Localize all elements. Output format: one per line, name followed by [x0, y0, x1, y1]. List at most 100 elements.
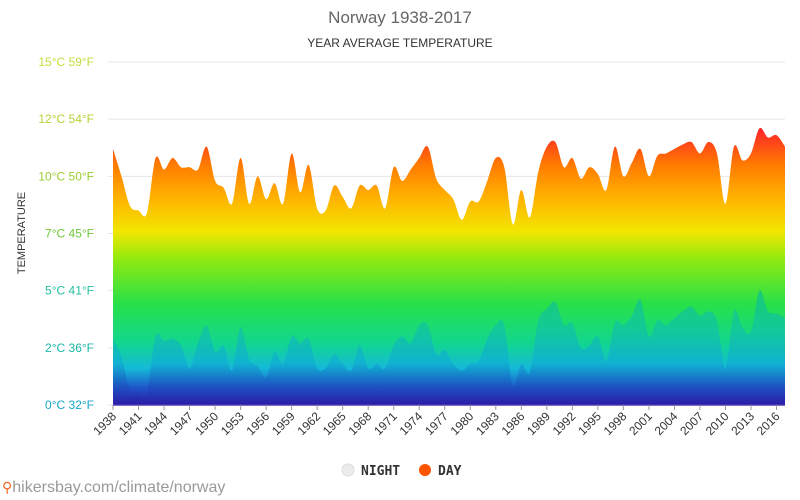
night-point[interactable] [671, 315, 677, 321]
day-point[interactable] [544, 144, 550, 150]
day-point[interactable] [246, 201, 252, 207]
day-point[interactable] [399, 178, 405, 184]
day-point[interactable] [731, 144, 737, 150]
day-point[interactable] [161, 166, 167, 172]
night-point[interactable] [603, 359, 609, 365]
day-point[interactable] [748, 150, 754, 156]
day-point[interactable] [765, 134, 771, 140]
night-point[interactable] [765, 308, 771, 314]
night-point[interactable] [340, 361, 346, 367]
day-point[interactable] [654, 153, 660, 159]
night-point[interactable] [569, 320, 575, 326]
day-point[interactable] [722, 201, 728, 207]
night-point[interactable] [391, 343, 397, 349]
day-point[interactable] [136, 208, 142, 214]
day-point[interactable] [442, 187, 448, 193]
day-point[interactable] [612, 144, 618, 150]
night-point[interactable] [459, 368, 465, 374]
night-point[interactable] [552, 299, 558, 305]
night-point[interactable] [782, 315, 788, 321]
day-point[interactable] [314, 205, 320, 211]
day-point[interactable] [629, 160, 635, 166]
night-point[interactable] [535, 317, 541, 323]
day-point[interactable] [756, 125, 762, 131]
night-point[interactable] [739, 324, 745, 330]
night-point[interactable] [153, 333, 159, 339]
night-point[interactable] [433, 352, 439, 358]
day-point[interactable] [178, 164, 184, 170]
day-point[interactable] [476, 198, 482, 204]
day-point[interactable] [144, 210, 150, 216]
day-point[interactable] [552, 139, 558, 145]
night-point[interactable] [289, 333, 295, 339]
day-point[interactable] [484, 178, 490, 184]
day-point[interactable] [374, 182, 380, 188]
night-point[interactable] [442, 347, 448, 353]
day-point[interactable] [127, 203, 133, 209]
day-point[interactable] [272, 180, 278, 186]
day-point[interactable] [425, 144, 431, 150]
day-point[interactable] [773, 132, 779, 138]
day-point[interactable] [323, 208, 329, 214]
day-point[interactable] [212, 178, 218, 184]
night-point[interactable] [263, 375, 269, 381]
night-point[interactable] [450, 361, 456, 367]
night-point[interactable] [688, 304, 694, 310]
night-point[interactable] [697, 313, 703, 319]
night-point[interactable] [416, 322, 422, 328]
day-point[interactable] [671, 146, 677, 152]
night-point[interactable] [280, 361, 286, 367]
night-point[interactable] [586, 343, 592, 349]
night-point[interactable] [527, 370, 533, 376]
day-point[interactable] [382, 205, 388, 211]
day-point[interactable] [578, 176, 584, 182]
day-point[interactable] [255, 173, 261, 179]
day-point[interactable] [331, 182, 337, 188]
day-point[interactable] [510, 221, 516, 227]
night-point[interactable] [476, 359, 482, 365]
day-point[interactable] [153, 155, 159, 161]
night-point[interactable] [629, 313, 635, 319]
day-point[interactable] [340, 194, 346, 200]
night-point[interactable] [646, 333, 652, 339]
day-point[interactable] [467, 198, 473, 204]
day-point[interactable] [297, 189, 303, 195]
night-point[interactable] [663, 322, 669, 328]
night-point[interactable] [705, 308, 711, 314]
night-point[interactable] [204, 322, 210, 328]
night-point[interactable] [365, 365, 371, 371]
night-point[interactable] [272, 349, 278, 355]
night-point[interactable] [408, 340, 414, 346]
day-point[interactable] [408, 166, 414, 172]
day-point[interactable] [646, 173, 652, 179]
night-point[interactable] [731, 308, 737, 314]
day-point[interactable] [433, 176, 439, 182]
night-point[interactable] [399, 333, 405, 339]
day-point[interactable] [459, 217, 465, 223]
night-point[interactable] [306, 336, 312, 342]
night-point[interactable] [255, 363, 261, 369]
day-point[interactable] [493, 155, 499, 161]
night-point[interactable] [221, 343, 227, 349]
night-point[interactable] [595, 333, 601, 339]
day-point[interactable] [637, 146, 643, 152]
night-point[interactable] [144, 391, 150, 397]
night-point[interactable] [119, 354, 125, 360]
day-point[interactable] [697, 150, 703, 156]
day-point[interactable] [238, 155, 244, 161]
night-point[interactable] [110, 336, 116, 342]
night-point[interactable] [246, 356, 252, 362]
night-point[interactable] [187, 365, 193, 371]
day-point[interactable] [569, 155, 575, 161]
day-point[interactable] [289, 150, 295, 156]
day-point[interactable] [450, 196, 456, 202]
day-point[interactable] [535, 169, 541, 175]
day-point[interactable] [663, 150, 669, 156]
night-point[interactable] [467, 361, 473, 367]
day-point[interactable] [586, 164, 592, 170]
night-point[interactable] [314, 365, 320, 371]
night-point[interactable] [493, 322, 499, 328]
day-point[interactable] [391, 164, 397, 170]
night-point[interactable] [544, 306, 550, 312]
day-point[interactable] [595, 171, 601, 177]
